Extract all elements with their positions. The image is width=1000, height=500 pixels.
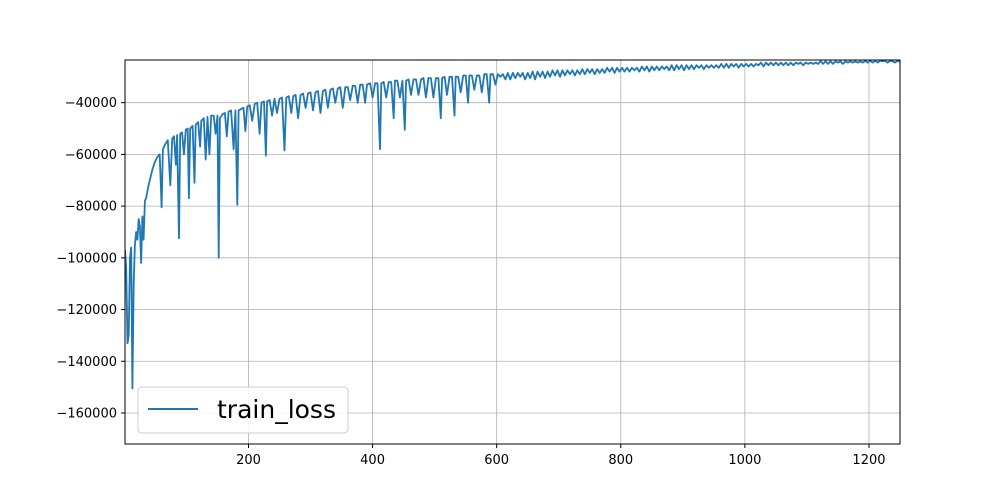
legend: train_loss (137, 386, 349, 434)
y-tick-label: −40000 (65, 96, 117, 111)
y-tick-label: −100000 (56, 251, 117, 266)
y-tick-label: −80000 (65, 200, 117, 215)
x-tick-label: 600 (484, 453, 509, 468)
grid (125, 60, 900, 444)
legend-box (137, 386, 349, 434)
y-tick-label: −140000 (56, 355, 117, 370)
x-axis: 200 400 600 800 1000 1200 (236, 444, 886, 468)
x-tick-label: 1000 (728, 453, 761, 468)
plot-area-frame (124, 59, 901, 445)
series-line-train-loss (125, 60, 900, 390)
y-axis: −40000 −60000 −80000 −100000 −120000 −140000 −… (56, 96, 125, 421)
x-tick-label: 1200 (852, 453, 885, 468)
x-tick-label: 800 (608, 453, 633, 468)
series-layer (125, 60, 900, 390)
y-tick-label: −160000 (56, 406, 117, 421)
y-tick-label: −60000 (65, 148, 117, 163)
legend-label-train-loss: train_loss (217, 395, 336, 424)
x-tick-label: 400 (360, 453, 385, 468)
y-tick-label: −120000 (56, 303, 117, 318)
x-tick-label: 200 (236, 453, 261, 468)
